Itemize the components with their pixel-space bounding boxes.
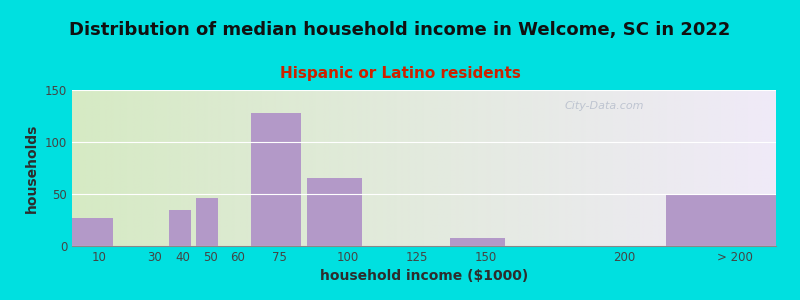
Bar [169, 210, 190, 246]
Bar [666, 194, 776, 246]
Bar [196, 198, 218, 246]
Y-axis label: households: households [26, 123, 39, 213]
X-axis label: household income ($1000): household income ($1000) [320, 269, 528, 284]
Bar [72, 218, 114, 246]
Bar [450, 238, 506, 246]
Bar [251, 113, 301, 246]
Text: Hispanic or Latino residents: Hispanic or Latino residents [279, 66, 521, 81]
Bar [306, 178, 362, 246]
Text: Distribution of median household income in Welcome, SC in 2022: Distribution of median household income … [70, 21, 730, 39]
Text: City-Data.com: City-Data.com [565, 101, 644, 111]
